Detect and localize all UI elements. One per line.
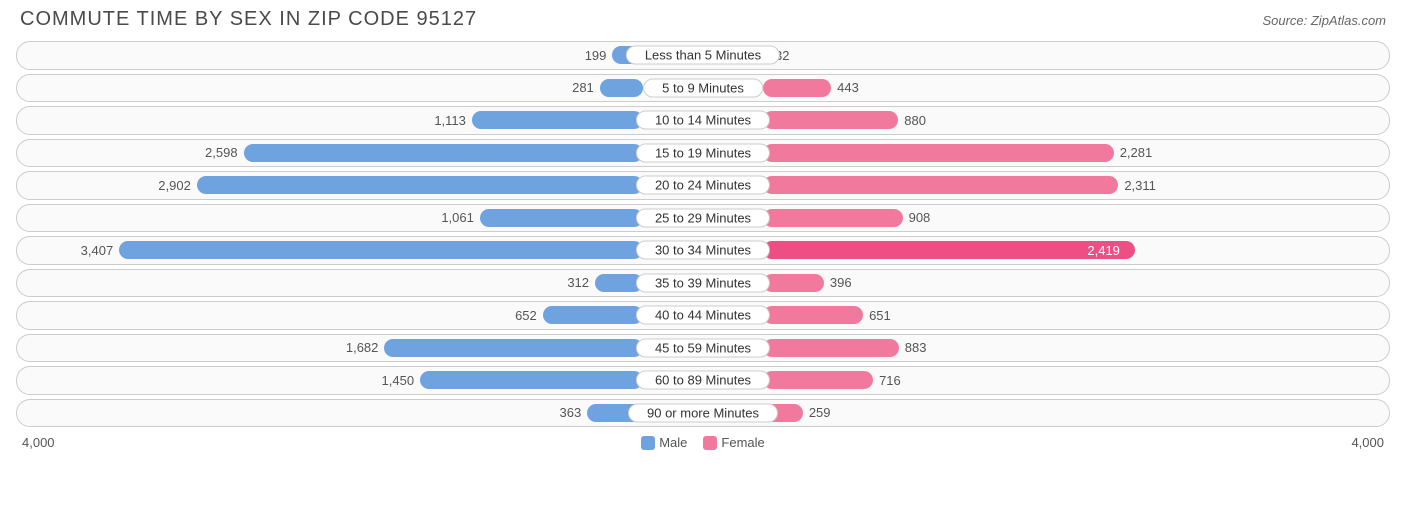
female-value: 716 xyxy=(873,373,907,388)
male-value: 199 xyxy=(579,48,613,63)
female-value: 883 xyxy=(899,340,933,355)
female-value: 2,311 xyxy=(1118,178,1162,193)
chart-row: 2,902 2,311 20 to 24 Minutes xyxy=(16,171,1390,200)
male-bar xyxy=(480,209,643,227)
legend: Male Female xyxy=(641,435,765,450)
female-value: 651 xyxy=(863,308,897,323)
female-bar xyxy=(763,176,1118,194)
male-value: 3,407 xyxy=(75,243,120,258)
chart-row: 652 651 40 to 44 Minutes xyxy=(16,301,1390,330)
chart-row: 312 396 35 to 39 Minutes xyxy=(16,269,1390,298)
category-label: 40 to 44 Minutes xyxy=(636,306,770,325)
female-bar xyxy=(763,306,863,324)
male-bar xyxy=(384,339,643,357)
category-label: 20 to 24 Minutes xyxy=(636,176,770,195)
category-label: 5 to 9 Minutes xyxy=(643,78,763,97)
female-bar xyxy=(763,209,903,227)
female-bar xyxy=(763,371,873,389)
male-value: 281 xyxy=(566,80,600,95)
category-label: 30 to 34 Minutes xyxy=(636,241,770,260)
male-bar xyxy=(472,111,643,129)
category-label: 15 to 19 Minutes xyxy=(636,143,770,162)
chart-row: 281 443 5 to 9 Minutes xyxy=(16,74,1390,103)
chart-row: 3,407 2,419 30 to 34 Minutes xyxy=(16,236,1390,265)
female-value: 908 xyxy=(903,210,937,225)
category-label: 60 to 89 Minutes xyxy=(636,371,770,390)
female-value: 259 xyxy=(803,405,837,420)
male-bar xyxy=(600,79,643,97)
chart-source: Source: ZipAtlas.com xyxy=(1262,13,1386,28)
male-swatch xyxy=(641,436,655,450)
female-bar xyxy=(763,79,831,97)
chart-row: 1,061 908 25 to 29 Minutes xyxy=(16,204,1390,233)
male-value: 363 xyxy=(554,405,588,420)
category-label: 90 or more Minutes xyxy=(628,403,778,422)
category-label: 25 to 29 Minutes xyxy=(636,208,770,227)
chart-row: 1,113 880 10 to 14 Minutes xyxy=(16,106,1390,135)
legend-female-label: Female xyxy=(721,435,764,450)
chart-row: 1,450 716 60 to 89 Minutes xyxy=(16,366,1390,395)
male-value: 2,902 xyxy=(152,178,197,193)
category-label: 45 to 59 Minutes xyxy=(636,338,770,357)
chart-row: 19932Less than 5 Minutes xyxy=(16,41,1390,70)
chart-row: 363 259 90 or more Minutes xyxy=(16,399,1390,428)
axis-right-label: 4,000 xyxy=(1351,435,1384,450)
male-value: 2,598 xyxy=(199,145,244,160)
female-bar xyxy=(763,339,899,357)
legend-female: Female xyxy=(703,435,764,450)
female-value: 396 xyxy=(824,275,858,290)
axis-left-label: 4,000 xyxy=(22,435,55,450)
female-swatch xyxy=(703,436,717,450)
female-bar xyxy=(763,241,1135,259)
female-value: 2,281 xyxy=(1114,145,1159,160)
category-label: Less than 5 Minutes xyxy=(626,46,780,65)
chart-row: 2,598 2,281 15 to 19 Minutes xyxy=(16,139,1390,168)
female-bar xyxy=(763,144,1114,162)
category-label: 10 to 14 Minutes xyxy=(636,111,770,130)
female-value: 443 xyxy=(831,80,865,95)
male-value: 312 xyxy=(561,275,595,290)
female-value: 2,419 xyxy=(1081,243,1126,258)
male-bar xyxy=(244,144,643,162)
legend-male-label: Male xyxy=(659,435,687,450)
female-bar xyxy=(763,274,824,292)
chart-header: COMMUTE TIME BY SEX IN ZIP CODE 95127 So… xyxy=(0,0,1406,37)
male-value: 1,682 xyxy=(340,340,385,355)
male-bar xyxy=(420,371,643,389)
male-bar xyxy=(119,241,643,259)
female-value: 880 xyxy=(898,113,932,128)
female-bar xyxy=(763,111,898,129)
male-bar xyxy=(197,176,643,194)
chart-title: COMMUTE TIME BY SEX IN ZIP CODE 95127 xyxy=(20,8,477,31)
male-value: 1,450 xyxy=(376,373,421,388)
chart-row: 1,682 883 45 to 59 Minutes xyxy=(16,334,1390,363)
male-value: 1,061 xyxy=(435,210,480,225)
axis-footer: 4,000 Male Female 4,000 xyxy=(0,433,1406,458)
category-label: 35 to 39 Minutes xyxy=(636,273,770,292)
diverging-bar-chart: 19932Less than 5 Minutes 281 443 5 to 9 Min… xyxy=(0,37,1406,433)
male-value: 652 xyxy=(509,308,543,323)
legend-male: Male xyxy=(641,435,687,450)
male-bar xyxy=(543,306,643,324)
male-value: 1,113 xyxy=(428,113,472,128)
